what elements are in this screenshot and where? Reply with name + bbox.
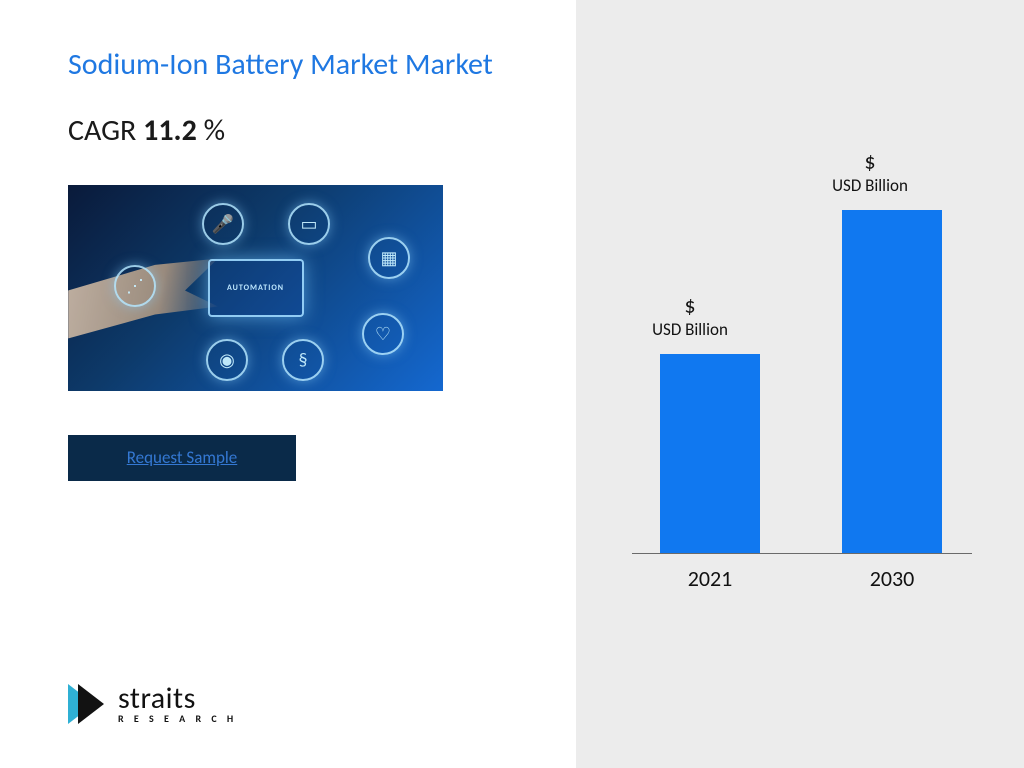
request-sample-button[interactable]: Request Sample <box>68 435 296 481</box>
bar-2021-unit: USD Billion <box>620 319 760 340</box>
bar-label-2030: $ USD Billion <box>800 148 940 196</box>
cagr-statistic: CAGR 11.2 % <box>68 112 528 149</box>
bar-2030-value: $ <box>800 148 940 175</box>
bar-2021 <box>660 354 760 554</box>
x-label-2030: 2030 <box>842 565 942 592</box>
logo-chevron-icon <box>68 682 108 726</box>
request-sample-label: Request Sample <box>127 447 238 468</box>
market-size-bar-chart: $ USD Billion $ USD Billion 2021 2030 <box>644 174 960 554</box>
cagr-suffix: % <box>197 112 225 149</box>
chip-icon: ▦ <box>368 237 410 279</box>
logo-subtext: R E S E A R C H <box>118 714 237 724</box>
logo-text: straits R E S E A R C H <box>118 684 237 724</box>
brand-logo: straits R E S E A R C H <box>68 682 237 726</box>
hero-image: AUTOMATION 🎤 ▭ ▦ ♡ § ◉ ⋰ <box>68 185 443 391</box>
x-axis-line <box>632 553 972 554</box>
page-title: Sodium-Ion Battery Market Market <box>68 46 528 84</box>
automation-panel-icon: AUTOMATION <box>208 259 304 317</box>
cagr-value: 11.2 <box>143 112 197 149</box>
dna-icon: § <box>282 339 324 381</box>
bar-2030 <box>842 210 942 554</box>
bar-2030-unit: USD Billion <box>800 175 940 196</box>
eye-icon: ◉ <box>206 339 248 381</box>
x-label-2021: 2021 <box>660 565 760 592</box>
bar-label-2021: $ USD Billion <box>620 292 760 340</box>
heart-icon: ♡ <box>362 313 404 355</box>
folder-icon: ▭ <box>288 203 330 245</box>
cagr-prefix: CAGR <box>68 112 143 149</box>
logo-brand-name: straits <box>118 684 237 714</box>
right-panel: $ USD Billion $ USD Billion 2021 2030 <box>576 0 1024 768</box>
wifi-icon: ⋰ <box>114 265 156 307</box>
left-panel: Sodium-Ion Battery Market Market CAGR 11… <box>0 0 576 768</box>
bar-2021-value: $ <box>620 292 760 319</box>
mic-icon: 🎤 <box>202 203 244 245</box>
